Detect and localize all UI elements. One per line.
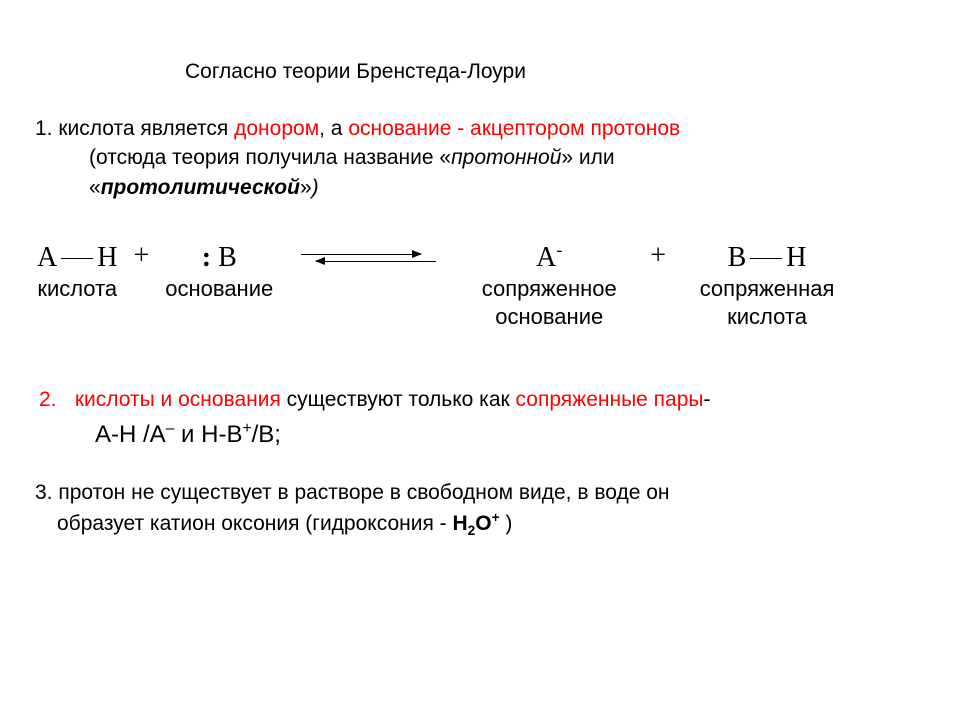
equilibrium-arrow-icon: [301, 244, 436, 272]
p2-num: 2.: [39, 385, 69, 415]
p2-f3: /B;: [252, 421, 281, 448]
p1-num: 1.: [35, 117, 53, 140]
p2-red2: сопряженные пары: [516, 388, 704, 411]
bond-icon: [61, 258, 93, 259]
p3-l2a: образует катион оксония (гидроксония -: [57, 512, 453, 535]
eqn-lbl-conj-base-2: основание: [495, 303, 603, 331]
eqn-col-acid: AH кислота: [37, 240, 117, 303]
p1-close-paren: ): [312, 176, 319, 199]
point-1-line-3: «протолитической»): [35, 173, 925, 202]
point-1: 1. кислота является донором, а основание…: [35, 114, 925, 202]
p3-l2end: ): [500, 512, 513, 535]
title-text: Согласно теории Бренстеда-Лоури: [185, 60, 526, 83]
eqn-ah: AH: [37, 240, 117, 275]
eqn-aminus: A-: [536, 240, 562, 275]
eqn-col-conj-base: A- сопряженное основание: [464, 240, 634, 330]
p3-supplus: +: [492, 510, 500, 525]
eqn-col-base: : B основание: [165, 240, 273, 303]
bond-icon-2: [750, 258, 782, 259]
slide-title: Согласно теории Бренстеда-Лоури: [185, 60, 925, 84]
p1-open-q2: «: [89, 176, 101, 199]
eqn-colon: :: [202, 242, 211, 273]
eqn-lbl-conj-acid-2: кислота: [727, 303, 807, 331]
slide: Согласно теории Бренстеда-Лоури 1. кисло…: [0, 0, 960, 720]
eqn-H: H: [97, 242, 117, 273]
point-1-line-2: (отсюда теория получила название «протон…: [35, 143, 925, 172]
point-1-line-1: 1. кислота является донором, а основание…: [35, 114, 925, 143]
p3-O: O: [475, 512, 491, 535]
p1-paren1: (отсюда теория получила название «: [89, 146, 451, 169]
eqn-minus: -: [556, 240, 562, 260]
eqn-lbl-base: основание: [165, 275, 273, 303]
eqn-lbl-acid: кислота: [37, 275, 117, 303]
p2-dash: -: [704, 388, 711, 411]
p3-H: H: [453, 512, 468, 535]
equation: AH кислота + : B основание A- сопряженно…: [35, 240, 925, 330]
point-2-line-1: 2. кислоты и основания существуют только…: [35, 385, 925, 415]
eqn-lbl-conj-acid-1: сопряженная: [700, 275, 835, 303]
eqn-A: A: [37, 242, 57, 273]
p1-t2: , а: [319, 117, 348, 140]
p1-it2: протолитической: [101, 176, 300, 199]
p1-red2: основание - акцептором протонов: [348, 117, 680, 140]
eqn-plus-2: +: [634, 240, 682, 272]
eqn-B: B: [218, 242, 237, 273]
p2-sup-plus: +: [242, 420, 251, 437]
p2-f1: A-H /A: [95, 421, 166, 448]
eqn-bh: BH: [728, 240, 807, 275]
p2-red1: кислоты и основания: [75, 388, 281, 411]
eqn-plus-1: +: [117, 240, 165, 272]
p1-red1: донором: [234, 117, 319, 140]
point-3: 3. протон не существует в растворе в сво…: [35, 478, 925, 539]
eqn-lbl-conj-base-1: сопряженное: [482, 275, 617, 303]
p1-paren-mid: » или: [561, 146, 614, 169]
p1-t1: кислота является: [58, 117, 234, 140]
p1-it1: протонной: [451, 146, 561, 169]
p2-f2: и H-B: [174, 421, 242, 448]
eqn-b: : B: [202, 240, 237, 275]
point-3-line-2: образует катион оксония (гидроксония - H…: [35, 509, 925, 539]
point-3-line-1: 3. протон не существует в растворе в сво…: [35, 478, 925, 508]
p2-t1: существуют только как: [281, 388, 516, 411]
eqn-H2: H: [786, 242, 806, 273]
eqn-col-conj-acid: BH сопряженная кислота: [682, 240, 852, 330]
eqn-B2: B: [728, 242, 747, 273]
point-2-formula: A-H /A– и H-B+/B;: [35, 418, 925, 453]
point-2: 2. кислоты и основания существуют только…: [35, 385, 925, 452]
p1-close-q2: »: [300, 176, 312, 199]
eqn-Aminus: A: [536, 242, 556, 273]
